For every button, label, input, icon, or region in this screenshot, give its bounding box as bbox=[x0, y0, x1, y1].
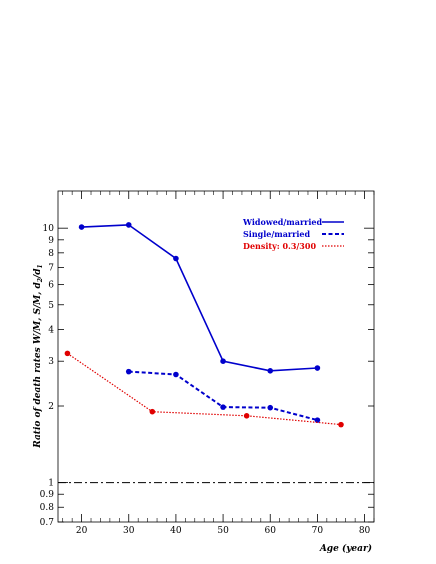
x-tick-label-40: 40 bbox=[170, 526, 182, 536]
x-tick-label-50: 50 bbox=[217, 526, 229, 536]
y-tick-label-6: 6 bbox=[48, 281, 54, 291]
data-point bbox=[314, 417, 321, 423]
data-point bbox=[64, 350, 71, 357]
y-tick-label-9: 9 bbox=[48, 236, 54, 246]
legend: Widowed/married Single/married Density: 0.… bbox=[242, 217, 344, 251]
data-point bbox=[125, 368, 132, 375]
y-axis-title: Ratio of death rates W/M, S/M, d2/d1 bbox=[33, 264, 44, 448]
y-axis-title-main: Ratio of death rates W/M, S/M, d bbox=[33, 282, 43, 449]
y-tick-label-8: 8 bbox=[48, 249, 54, 259]
y-tick-label-0.8: 0.8 bbox=[40, 503, 55, 513]
data-point bbox=[243, 413, 250, 419]
x-axis-title: Age (year) bbox=[319, 543, 372, 554]
data-point bbox=[314, 365, 321, 371]
series-line-1 bbox=[128, 370, 318, 422]
y-tick-label-5: 5 bbox=[48, 301, 54, 311]
data-point bbox=[267, 404, 274, 411]
data-point bbox=[338, 421, 344, 428]
data-point bbox=[125, 222, 132, 228]
y-tick-label-1: 1 bbox=[48, 479, 54, 489]
x-tick-label-60: 60 bbox=[265, 526, 277, 536]
y-tick-label-7: 7 bbox=[48, 264, 54, 274]
data-point bbox=[267, 368, 274, 374]
series-line-2 bbox=[67, 352, 342, 426]
series-line-0 bbox=[81, 224, 318, 372]
data-point bbox=[173, 255, 179, 262]
plot-frame bbox=[57, 190, 375, 523]
data-point bbox=[220, 358, 226, 365]
legend-label-2: Density: 0.3/300 bbox=[243, 241, 316, 251]
y-tick-label-10: 10 bbox=[43, 224, 55, 234]
x-tick-label-30: 30 bbox=[123, 526, 135, 536]
y-axis-title-sub2: 1 bbox=[37, 264, 44, 268]
y-tick-label-0.7: 0.7 bbox=[40, 518, 55, 528]
data-point bbox=[149, 408, 156, 415]
data-point bbox=[173, 371, 179, 378]
data-point bbox=[220, 404, 226, 410]
y-tick-label-0.9: 0.9 bbox=[40, 490, 55, 500]
x-tick-label-20: 20 bbox=[76, 526, 88, 536]
data-point bbox=[78, 224, 85, 230]
y-axis-title-mid: /d bbox=[33, 268, 43, 279]
x-tick-label-70: 70 bbox=[312, 526, 324, 536]
legend-label-0: Widowed/married bbox=[242, 217, 323, 227]
y-axis-title-sub1: 2 bbox=[37, 278, 44, 283]
legend-label-1: Single/married bbox=[243, 229, 310, 239]
y-tick-label-3: 3 bbox=[48, 357, 54, 367]
series-layer bbox=[64, 222, 344, 428]
x-tick-label-80: 80 bbox=[359, 526, 371, 536]
y-tick-label-2: 2 bbox=[48, 402, 54, 412]
y-tick-label-4: 4 bbox=[48, 325, 54, 335]
